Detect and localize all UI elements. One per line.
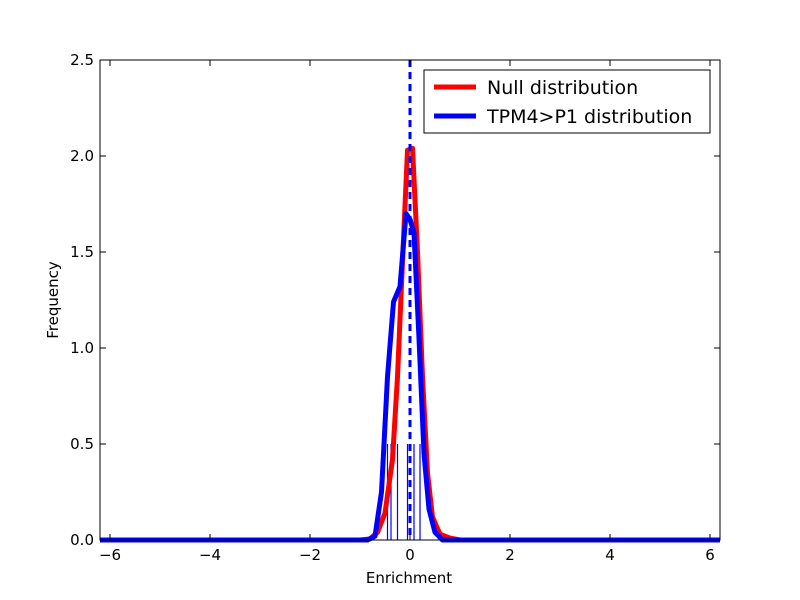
y-tick-label-5: 2.5 xyxy=(70,51,94,69)
series-line-1 xyxy=(100,211,720,543)
x-tick-label-3: 0 xyxy=(405,546,415,564)
y-tick-label-2: 1.0 xyxy=(70,339,94,357)
y-tick-label-1: 0.5 xyxy=(70,435,94,453)
x-tick-label-2: −2 xyxy=(299,546,321,564)
y-tick-label-4: 2.0 xyxy=(70,147,94,165)
rug-marks xyxy=(386,444,421,540)
x-tick-label-0: −6 xyxy=(99,546,121,564)
y-tick-label-0: 0.0 xyxy=(70,531,94,549)
y-tick-label-3: 1.5 xyxy=(70,243,94,261)
legend: Null distribution TPM4>P1 distribution xyxy=(423,69,711,134)
axis-ticks: −6 −4 −2 0 2 4 6 0.0 0.5 1.0 1.5 2.0 2.5 xyxy=(70,51,720,564)
x-tick-label-1: −4 xyxy=(199,546,221,564)
legend-label-1: TPM4>P1 distribution xyxy=(486,106,692,128)
y-axis-label: Frequency xyxy=(44,261,62,339)
x-tick-label-4: 2 xyxy=(505,546,515,564)
x-axis-label: Enrichment xyxy=(366,569,452,587)
x-tick-label-6: 6 xyxy=(705,546,715,564)
legend-box xyxy=(423,69,711,134)
legend-label-0: Null distribution xyxy=(487,77,638,99)
x-tick-label-5: 4 xyxy=(605,546,615,564)
